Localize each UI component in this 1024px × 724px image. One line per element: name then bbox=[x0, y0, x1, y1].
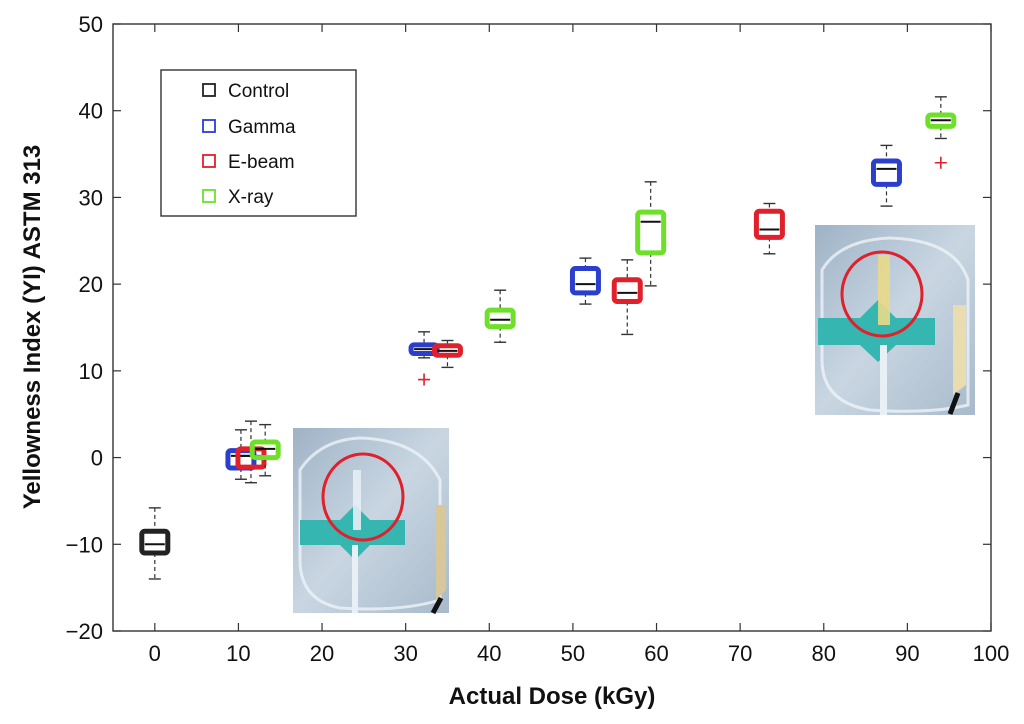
box-e-beam bbox=[431, 339, 463, 369]
box-x-ray bbox=[925, 96, 957, 169]
x-tick-label: 10 bbox=[226, 641, 250, 666]
y-tick-label: 50 bbox=[79, 12, 103, 37]
axis-ticks bbox=[113, 23, 992, 632]
box-rect bbox=[484, 307, 516, 330]
y-tick-label: −10 bbox=[66, 532, 103, 557]
legend-item-e-beam: E-beam bbox=[202, 152, 295, 173]
box-rect bbox=[431, 343, 463, 358]
x-tick-label: 20 bbox=[310, 641, 334, 666]
inset-circle-2 bbox=[840, 250, 924, 338]
legend-swatch-x-ray bbox=[202, 189, 216, 203]
legend-item-x-ray: X-ray bbox=[202, 187, 274, 208]
legend-item-gamma: Gamma bbox=[202, 117, 296, 138]
x-tick-label: 80 bbox=[812, 641, 836, 666]
x-tick-label: 30 bbox=[393, 641, 417, 666]
box-x-ray bbox=[635, 181, 667, 287]
outlier-marker bbox=[934, 156, 947, 169]
legend-item-control: Control bbox=[202, 81, 289, 102]
legend-frame bbox=[160, 69, 357, 217]
x-tick-label: 50 bbox=[561, 641, 585, 666]
box-e-beam bbox=[753, 202, 785, 255]
box-series bbox=[139, 96, 957, 580]
y-tick-label: −20 bbox=[66, 619, 103, 644]
inset-photo-control bbox=[293, 428, 449, 615]
x-tick-label: 40 bbox=[477, 641, 501, 666]
box-gamma bbox=[870, 144, 902, 207]
legend-label-control: Control bbox=[228, 81, 289, 102]
x-tick-label: 60 bbox=[644, 641, 668, 666]
x-tick-label: 100 bbox=[973, 641, 1010, 666]
y-tick-label: 30 bbox=[79, 185, 103, 210]
y-axis-title: Yellowness Index (YI) ASTM 313 bbox=[19, 145, 46, 510]
y-tick-label: 0 bbox=[91, 446, 103, 471]
legend: Control Gamma E-beam X-ray bbox=[160, 69, 357, 217]
box-gamma bbox=[569, 257, 601, 305]
box-rect bbox=[635, 209, 667, 256]
box-rect bbox=[753, 208, 785, 240]
box-control bbox=[139, 507, 171, 580]
box-gamma bbox=[408, 331, 440, 386]
legend-label-x-ray: X-ray bbox=[228, 187, 274, 208]
x-axis-title: Actual Dose (kGy) bbox=[449, 683, 656, 710]
legend-swatch-e-beam bbox=[202, 154, 216, 168]
x-tick-label: 70 bbox=[728, 641, 752, 666]
box-rect bbox=[925, 112, 957, 129]
box-x-ray bbox=[249, 423, 281, 477]
x-tick-label: 0 bbox=[149, 641, 161, 666]
y-tick-label: 40 bbox=[79, 99, 103, 124]
box-x-ray bbox=[484, 289, 516, 343]
box-rect bbox=[611, 277, 643, 304]
y-tick-labels: −20 −10 0 10 20 30 40 50 bbox=[66, 12, 103, 644]
y-tick-label: 10 bbox=[79, 359, 103, 384]
box-rect bbox=[870, 158, 902, 187]
box-rect bbox=[408, 342, 440, 357]
box-rect bbox=[139, 528, 171, 556]
box-rect bbox=[569, 266, 601, 296]
x-tick-labels: 0 10 20 30 40 50 60 70 80 90 100 bbox=[149, 641, 1010, 666]
y-tick-label: 20 bbox=[79, 272, 103, 297]
inset-photo-irradiated bbox=[815, 225, 975, 415]
box-rect bbox=[249, 439, 281, 461]
legend-label-gamma: Gamma bbox=[228, 117, 296, 138]
x-tick-label: 90 bbox=[895, 641, 919, 666]
outlier-marker bbox=[418, 373, 431, 386]
legend-swatch-gamma bbox=[202, 119, 216, 133]
box-e-beam bbox=[611, 259, 643, 336]
legend-label-e-beam: E-beam bbox=[228, 152, 295, 173]
inset-circle-1 bbox=[321, 452, 405, 542]
legend-swatch-control bbox=[202, 83, 216, 97]
